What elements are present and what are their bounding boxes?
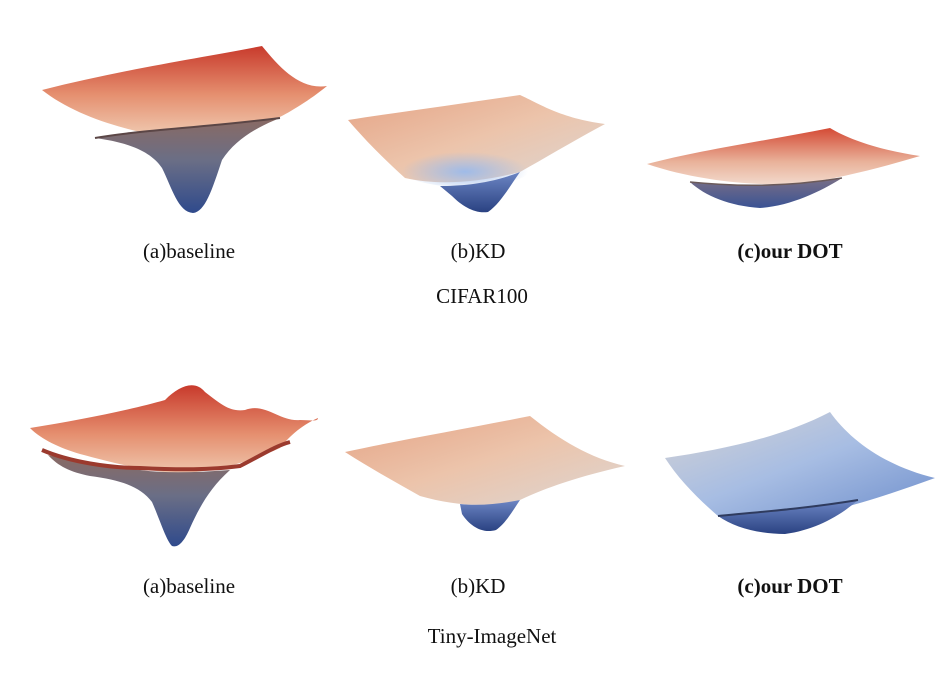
group-label-cifar100: CIFAR100 — [436, 284, 528, 308]
group-label-tinyimagenet: Tiny-ImageNet — [427, 624, 557, 648]
caption-dot-tinyimagenet: (c)our DOT — [737, 574, 843, 598]
surface-baseline-tinyimagenet — [30, 385, 318, 547]
caption-dot-cifar100: (c)our DOT — [737, 239, 843, 263]
caption-kd-cifar100: (b)KD — [450, 239, 506, 263]
caption-baseline-tinyimagenet: (a)baseline — [142, 574, 236, 598]
surface-kd-cifar100 — [348, 95, 605, 213]
caption-baseline-cifar100: (a)baseline — [142, 239, 236, 263]
surface-kd-tinyimagenet — [345, 416, 625, 532]
surface-dot-tinyimagenet — [665, 412, 935, 534]
surface-dot-cifar100 — [647, 128, 920, 208]
caption-kd-tinyimagenet: (b)KD — [450, 574, 506, 598]
surface-baseline-cifar100 — [42, 46, 327, 213]
